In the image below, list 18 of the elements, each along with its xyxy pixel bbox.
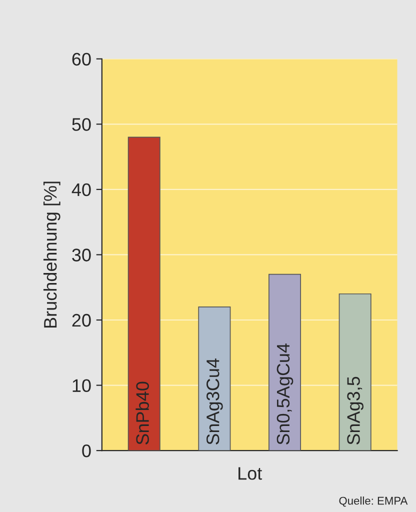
- x-axis-title: Lot: [238, 467, 262, 480]
- y-tick-label: 60: [72, 52, 91, 66]
- y-tick-label: 40: [72, 183, 91, 196]
- x-tick-label: SnAg3,5: [347, 376, 364, 445]
- x-tick-label: SnAg3Cu4: [206, 358, 223, 445]
- y-tick-label: 10: [72, 379, 91, 392]
- source-note: Quelle: EMPA: [339, 496, 408, 507]
- y-axis-title: Bruchdehnung [%]: [43, 182, 60, 328]
- y-tick-label: 50: [72, 118, 91, 131]
- bar: [268, 274, 302, 451]
- bar: [128, 136, 160, 451]
- x-tick-label: Sn0,5AgCu4: [276, 343, 294, 445]
- bar: [338, 293, 372, 451]
- bar: [198, 306, 231, 451]
- x-tick-label: SnPb40: [136, 382, 149, 445]
- y-tick-label: 30: [72, 248, 91, 262]
- y-tick-label: 0: [82, 444, 91, 458]
- y-tick-label: 20: [72, 314, 91, 327]
